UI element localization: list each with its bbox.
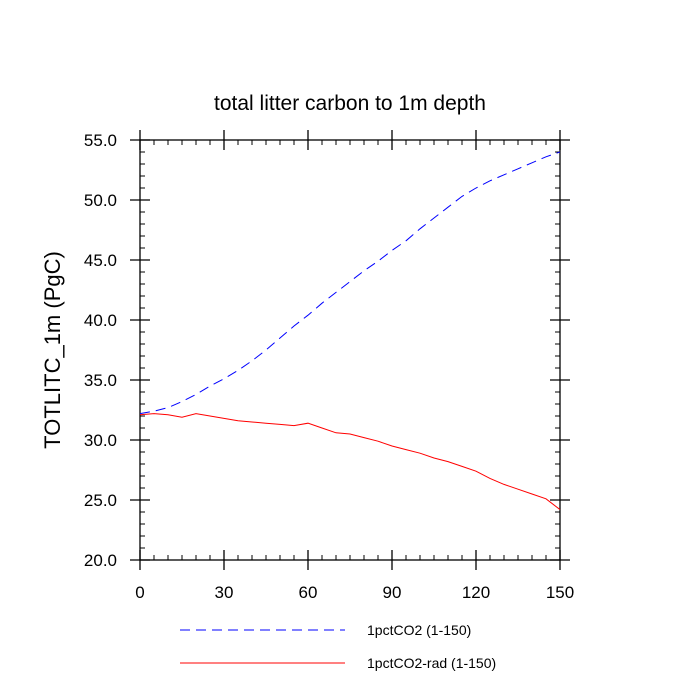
plot-frame: [139, 139, 561, 561]
legend-label-2: 1pctCO2-rad (1-150): [367, 655, 496, 671]
legend-label-1: 1pctCO2 (1-150): [367, 622, 471, 638]
y-tick-label: 30.0: [84, 431, 117, 450]
chart-title: total litter carbon to 1m depth: [214, 92, 486, 115]
x-tick-label: 60: [299, 583, 318, 602]
x-tick-label: 90: [383, 583, 402, 602]
x-tick-labels: 0 30 60 90 120 150: [135, 583, 574, 602]
x-tick-label: 30: [215, 583, 234, 602]
y-tick-label: 55.0: [84, 131, 117, 150]
y-tick-label: 20.0: [84, 551, 117, 570]
y-tick-label: 50.0: [84, 191, 117, 210]
series-line-2: [139, 413, 561, 510]
y-tick-label: 45.0: [84, 251, 117, 270]
legend: 1pctCO2 (1-150) 1pctCO2-rad (1-150): [180, 622, 496, 671]
x-tick-label: 150: [546, 583, 574, 602]
major-ticks: [130, 130, 570, 570]
y-tick-label: 40.0: [84, 311, 117, 330]
x-tick-label: 0: [135, 583, 144, 602]
x-tick-label: 120: [462, 583, 490, 602]
y-tick-labels: 20.0 25.0 30.0 35.0 40.0 45.0 50.0 55.0: [84, 131, 117, 570]
y-tick-label: 25.0: [84, 491, 117, 510]
series-lines: [139, 151, 561, 510]
series-line-1: [139, 151, 561, 415]
minor-ticks: [139, 139, 561, 561]
y-tick-label: 35.0: [84, 371, 117, 390]
y-axis-label: TOTLITC_1m (PgC): [40, 251, 65, 449]
